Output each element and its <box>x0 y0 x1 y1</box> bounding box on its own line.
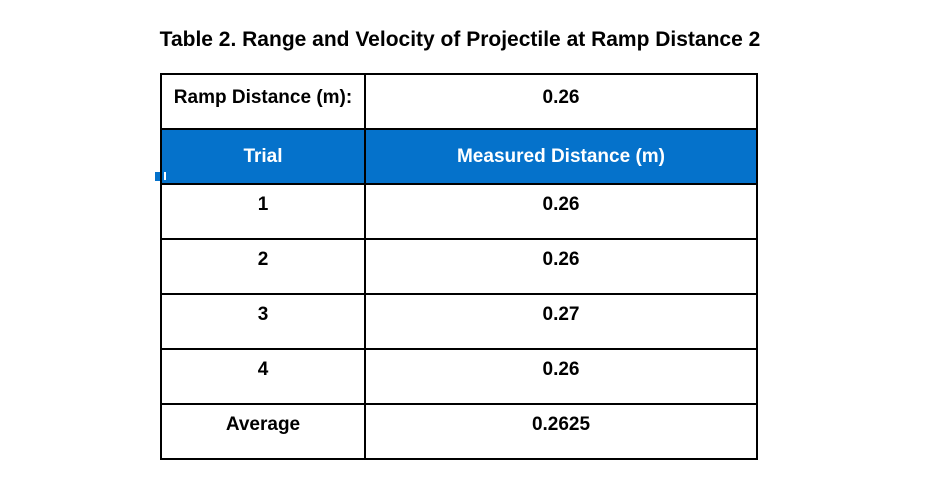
trial-number: 3 <box>162 295 366 348</box>
trial-number: 4 <box>162 350 366 403</box>
measured-distance-value: 0.26 <box>542 359 580 380</box>
trial-number: 1 <box>162 185 366 238</box>
table-row-trial-2: 2 0.26 <box>162 238 756 293</box>
measured-distance-value: 0.26 <box>542 194 580 215</box>
column-header-trial: Trial <box>162 130 366 183</box>
data-table: Ramp Distance (m): 0.26 Trial Measured D… <box>160 73 758 460</box>
average-label: Average <box>162 405 366 458</box>
table-row-trial-1: 1 0.26 <box>162 183 756 238</box>
measured-distance-value: 0.26 <box>542 249 580 270</box>
text-cursor-white-artifact <box>164 172 166 180</box>
measured-distance-value: 0.27 <box>542 304 580 325</box>
table-title: Table 2. Range and Velocity of Projectil… <box>159 28 761 51</box>
table-row-trial-3: 3 0.27 <box>162 293 756 348</box>
ramp-distance-value: 0.26 <box>542 87 580 108</box>
average-value: 0.2625 <box>531 414 591 435</box>
column-header-measured-distance: Measured Distance (m) <box>456 145 665 167</box>
trial-number: 2 <box>162 240 366 293</box>
table-row-average: Average 0.2625 <box>162 403 756 458</box>
ramp-distance-label: Ramp Distance (m): <box>162 75 366 128</box>
table-header-row: Trial Measured Distance (m) <box>162 128 756 183</box>
text-cursor-artifact <box>155 172 160 181</box>
table-row-trial-4: 4 0.26 <box>162 348 756 403</box>
table-row-ramp-distance: Ramp Distance (m): 0.26 <box>162 75 756 128</box>
